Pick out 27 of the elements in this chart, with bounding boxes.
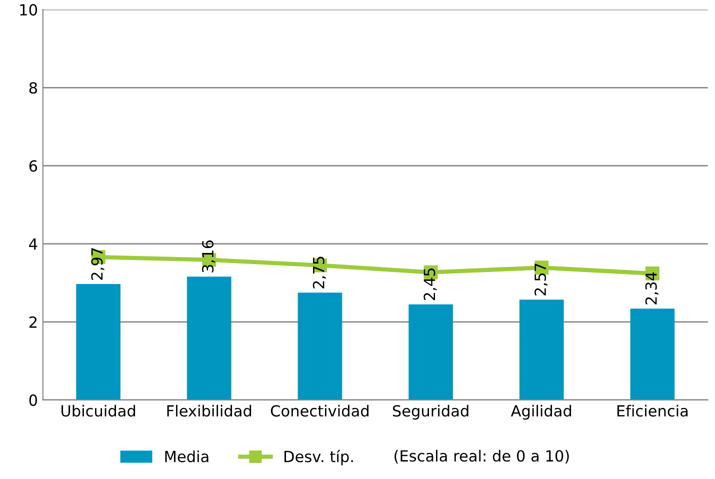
- bar: [186, 276, 232, 400]
- y-tick-label: 4: [29, 238, 38, 250]
- x-tick-label: Conectividad: [270, 404, 368, 417]
- legend-label: Media: [165, 450, 208, 462]
- bar: [630, 308, 675, 400]
- data-label: 2,34: [645, 272, 658, 304]
- x-tick-label: Seguridad: [392, 404, 468, 420]
- legend-label: Desv. típ.: [284, 450, 353, 466]
- data-label: 3,16: [202, 240, 216, 272]
- bar: [76, 284, 120, 400]
- y-tick-label: 8: [29, 82, 37, 94]
- bar: [408, 304, 453, 400]
- y-tick-label: 10: [20, 4, 38, 16]
- data-label: 2,45: [424, 268, 437, 300]
- y-tick-label: 6: [29, 160, 38, 172]
- y-tick-label: 2: [29, 316, 37, 328]
- x-tick-label: Ubicuidad: [62, 404, 136, 417]
- data-label: 2,57: [534, 264, 548, 296]
- bar: [298, 292, 342, 400]
- x-tick-label: Flexibilidad: [167, 404, 252, 417]
- y-tick-label: 0: [29, 394, 38, 406]
- data-label: 2,97: [91, 248, 104, 280]
- text: (Escala real: de 0 a 10): [394, 450, 569, 464]
- data-label: 2,75: [312, 256, 326, 288]
- bar: [519, 300, 564, 400]
- x-tick-label: Agilidad: [510, 404, 572, 420]
- x-tick-label: Eficiencia: [617, 404, 688, 417]
